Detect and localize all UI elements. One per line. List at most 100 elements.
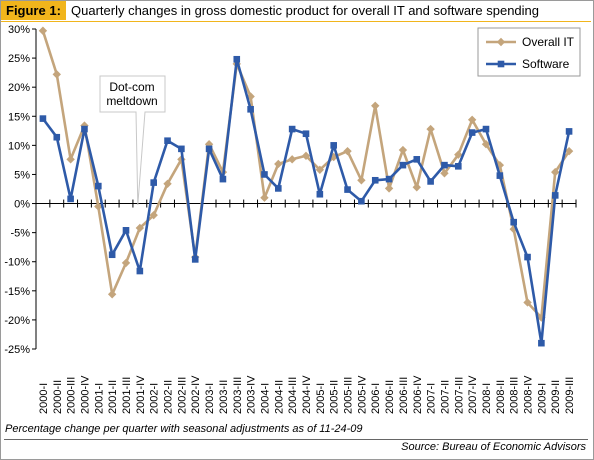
data-point [67,195,74,203]
data-point [385,175,393,183]
data-point [94,202,103,211]
data-point [178,145,185,153]
figure-label: Figure 1: [1,1,66,20]
legend-label: Software [522,57,570,71]
y-tick-label: -10% [4,257,30,269]
data-point [398,145,408,155]
data-point [524,253,531,261]
data-point [384,184,394,193]
data-point [315,165,325,174]
y-tick-label: -20% [4,315,30,327]
data-point [288,125,296,133]
x-tick-label: 2000-III [66,377,78,414]
x-tick-label: 2007-III [453,377,465,414]
x-tick-label: 2006-II [384,380,396,414]
data-point [136,267,144,275]
data-point [261,171,268,178]
data-point [538,339,545,347]
y-tick-label: 10% [8,140,30,152]
data-point [343,146,352,156]
header-rule [1,21,591,22]
data-point [564,146,574,156]
x-tick-label: 2007-IV [467,375,479,414]
x-tick-label: 2007-I [426,383,438,414]
data-point [66,155,75,164]
x-tick-label: 2000-I [38,383,50,414]
chart-source: Source: Bureau of Economic Advisors [401,441,586,453]
data-point [454,150,463,159]
x-tick-label: 2009-II [550,380,562,414]
data-point [95,182,102,190]
x-tick-label: 2007-II [439,380,451,414]
x-tick-label: 2009-I [536,383,548,414]
x-tick-label: 2009-III [564,377,576,414]
data-point [441,161,448,169]
series-layer [38,26,574,347]
data-point [164,137,171,145]
data-point [496,172,504,179]
data-point [482,125,490,133]
data-point [412,183,421,192]
data-point [191,256,199,263]
x-tick-label: 2006-III [398,377,410,414]
series-software [39,55,573,347]
x-tick-label: 2006-I [370,383,382,414]
source-rule [4,439,588,440]
data-point [371,176,379,184]
data-point [427,178,434,185]
legend-marker [496,37,506,47]
y-tick-label: 15% [8,111,30,123]
y-tick-label: -25% [4,344,30,356]
x-tick-label: 2001-II [107,380,119,414]
data-point [52,70,61,79]
x-tick-label: 2002-IV [190,375,202,414]
data-point [510,218,517,226]
data-point [177,155,186,164]
y-tick-label: -15% [4,286,30,298]
data-point [440,169,449,178]
x-tick-label: 2008-IV [523,375,535,414]
data-point [108,251,116,259]
data-point [455,163,462,170]
x-tick-label: 2005-III [343,377,355,414]
data-point [219,175,227,183]
data-point [233,55,241,63]
data-point [413,156,421,163]
x-tick-label: 2008-III [509,377,521,414]
x-tick-label: 2000-II [52,380,64,414]
x-tick-label: 2004-I [259,383,271,414]
x-tick-label: 2008-I [481,383,493,414]
x-tick-label: 2001-I [93,383,105,414]
x-tick-label: 2008-II [495,380,507,414]
data-point [163,179,172,188]
data-point [246,92,255,101]
figure-header: Figure 1: Quarterly changes in gross dom… [1,1,591,20]
data-point [316,190,324,198]
data-point [357,176,366,185]
data-point [275,185,282,192]
x-tick-label: 2002-I [149,383,161,414]
annotation-text: Dot-com [109,80,154,94]
data-point [260,193,269,202]
data-point [551,192,559,199]
data-point [53,133,61,141]
y-tick-label: 30% [8,24,30,36]
data-point [149,210,158,220]
x-tick-label: 2003-I [204,383,216,414]
data-point [135,223,145,233]
x-tick-label: 2005-I [315,383,327,414]
y-tick-label: 20% [8,82,30,94]
legend-marker [497,60,505,68]
x-tick-label: 2003-IV [246,375,258,414]
data-point [302,130,310,138]
y-tick-label: 5% [14,169,30,181]
data-point [358,197,365,205]
x-tick-label: 2002-II [163,380,175,414]
figure-title: Quarterly changes in gross domestic prod… [71,3,539,18]
x-tick-label: 2002-III [176,377,188,414]
data-point [287,155,297,164]
data-point [509,224,518,234]
data-point [565,128,573,135]
data-point [121,258,131,268]
